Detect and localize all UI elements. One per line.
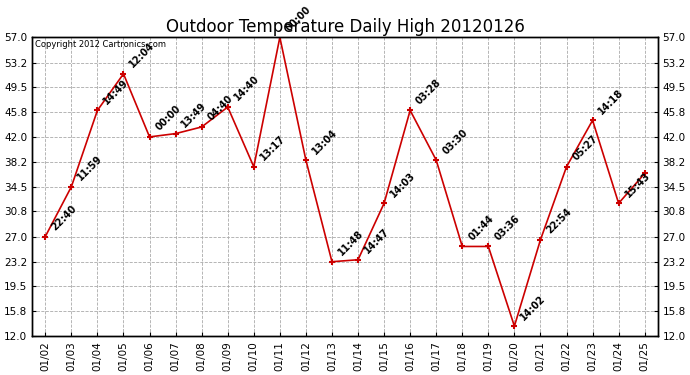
Text: 22:54: 22:54 [544,207,573,236]
Text: 13:04: 13:04 [310,127,339,156]
Text: 11:59: 11:59 [75,153,104,183]
Text: 03:30: 03:30 [440,127,469,156]
Text: 15:43: 15:43 [623,170,652,199]
Text: 00:00: 00:00 [284,4,313,33]
Text: 14:49: 14:49 [101,77,130,106]
Text: 22:40: 22:40 [50,203,79,232]
Text: 14:03: 14:03 [388,170,417,199]
Text: 00:00: 00:00 [154,104,183,133]
Text: 01:44: 01:44 [466,213,495,242]
Title: Outdoor Temperature Daily High 20120126: Outdoor Temperature Daily High 20120126 [166,18,524,36]
Text: 03:28: 03:28 [414,77,444,106]
Text: 04:40: 04:40 [206,94,235,123]
Text: 13:17: 13:17 [258,134,287,163]
Text: 05:27: 05:27 [571,134,600,163]
Text: 13:49: 13:49 [180,100,209,129]
Text: 11:48: 11:48 [336,228,365,258]
Text: 14:40: 14:40 [232,74,261,103]
Text: 14:18: 14:18 [597,87,626,116]
Text: 14:02: 14:02 [519,293,548,322]
Text: 12:04: 12:04 [128,40,157,70]
Text: 14:47: 14:47 [362,226,391,256]
Text: Copyright 2012 Cartronics.com: Copyright 2012 Cartronics.com [35,40,166,49]
Text: 03:36: 03:36 [493,213,522,242]
